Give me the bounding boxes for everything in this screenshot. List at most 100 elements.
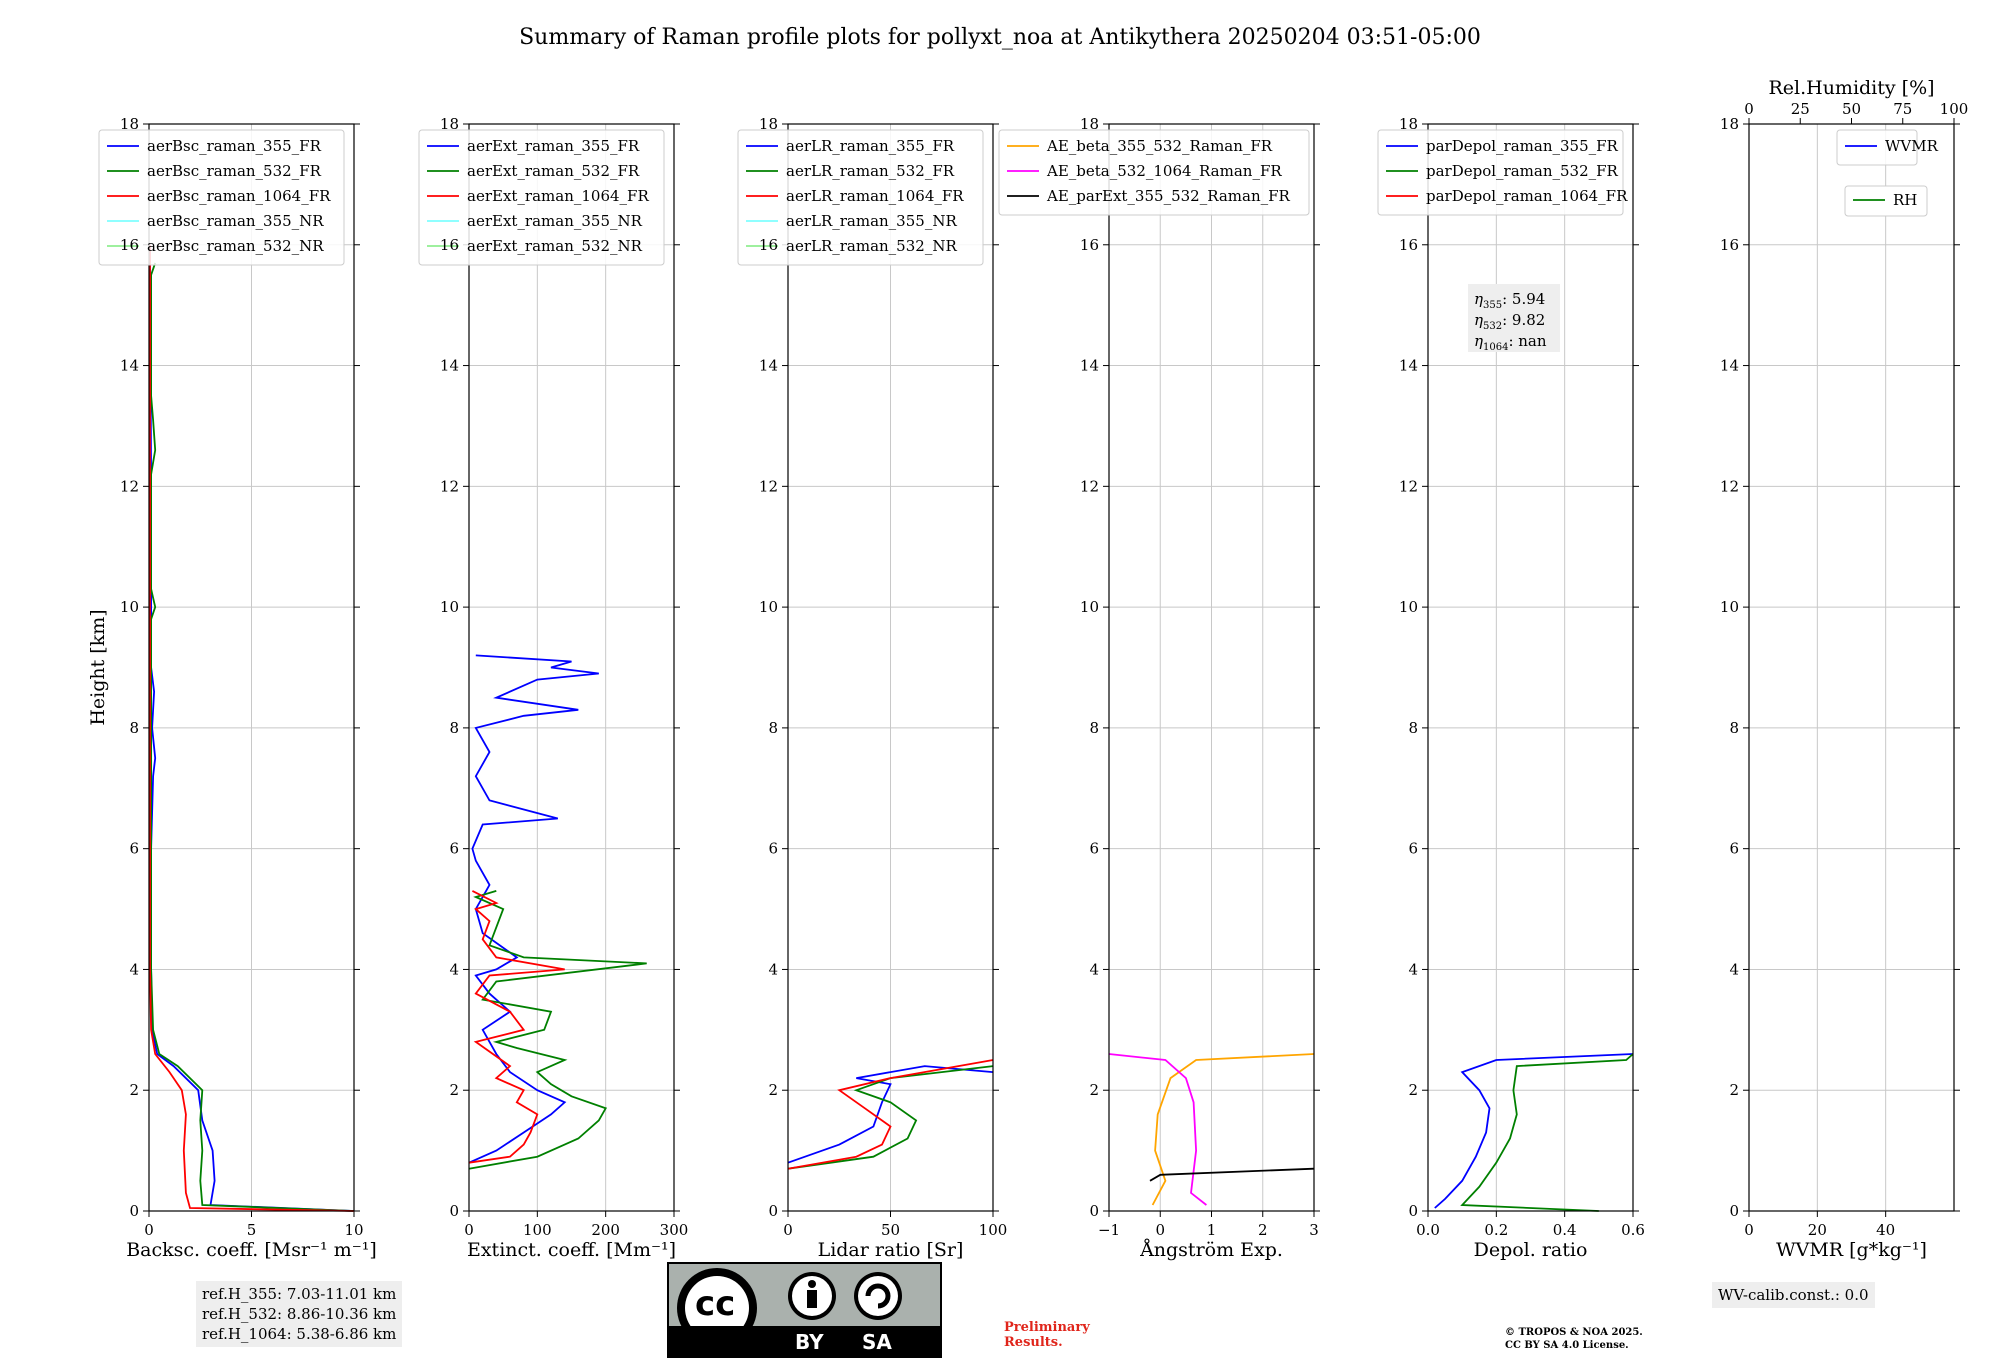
top-x-tick-label: 0 bbox=[1744, 100, 1754, 118]
y-tick-label: 8 bbox=[1408, 719, 1418, 737]
series-aerBsc_raman_1064_FR bbox=[149, 244, 355, 1212]
y-tick-label: 4 bbox=[129, 960, 139, 978]
y-tick-label: 6 bbox=[1729, 840, 1739, 858]
y-tick-label: 12 bbox=[1080, 477, 1099, 495]
y-tick-label: 2 bbox=[1408, 1081, 1418, 1099]
cc-by-label: BY bbox=[795, 1330, 824, 1354]
y-tick-label: 0 bbox=[129, 1202, 139, 1220]
legend-label: aerLR_raman_532_NR bbox=[786, 237, 957, 255]
y-tick-label: 10 bbox=[1080, 598, 1099, 616]
legend-label: WVMR bbox=[1885, 137, 1939, 155]
x-tick-label: 100 bbox=[523, 1221, 552, 1239]
legend-box bbox=[1377, 129, 1624, 216]
legend-label: aerBsc_raman_355_NR bbox=[147, 212, 324, 230]
panel-frame bbox=[787, 123, 994, 1212]
preliminary-line-1: Preliminary bbox=[1004, 1320, 1090, 1335]
x-tick-label: 3 bbox=[1309, 1221, 1319, 1239]
panel-6 bbox=[1743, 118, 1960, 1217]
legend-box bbox=[418, 129, 665, 266]
y-tick-label: 10 bbox=[1720, 598, 1739, 616]
y-tick-label: 16 bbox=[759, 236, 778, 254]
y-tick-label: 16 bbox=[1720, 236, 1739, 254]
legend-label: aerLR_raman_355_NR bbox=[786, 212, 957, 230]
legend-label: aerExt_raman_355_FR bbox=[467, 137, 640, 155]
legend-box-rh bbox=[1844, 185, 1928, 217]
panel-frame bbox=[468, 123, 675, 1212]
y-tick-label: 14 bbox=[1720, 357, 1739, 375]
y-tick-label: 6 bbox=[1089, 840, 1099, 858]
wv-calib-box: WV-calib.const.: 0.0 bbox=[1712, 1282, 1875, 1308]
cc-sa-label: SA bbox=[862, 1330, 892, 1354]
eta-label-355: η355: 5.94 bbox=[1474, 290, 1545, 311]
panel-5 bbox=[1377, 123, 1639, 1217]
y-tick-label: 12 bbox=[440, 477, 459, 495]
legend-label: aerBsc_raman_532_NR bbox=[147, 237, 324, 255]
ref-height-355: ref.H_355: 7.03-11.01 km bbox=[202, 1285, 397, 1303]
ref-height-1064: ref.H_1064: 5.38-6.86 km bbox=[202, 1325, 397, 1343]
legend-label: aerExt_raman_355_NR bbox=[467, 212, 643, 230]
y-tick-label: 4 bbox=[449, 960, 459, 978]
y-tick-label: 18 bbox=[759, 115, 778, 133]
y-tick-label: 6 bbox=[129, 840, 139, 858]
x-tick-label: 0.4 bbox=[1553, 1221, 1577, 1239]
y-tick-label: 0 bbox=[768, 1202, 778, 1220]
top-x-tick-label: 50 bbox=[1842, 100, 1861, 118]
x-tick-label: 0 bbox=[1155, 1221, 1165, 1239]
x-tick-label: 0 bbox=[783, 1221, 793, 1239]
y-tick-label: 10 bbox=[440, 598, 459, 616]
legend-label: parDepol_raman_355_FR bbox=[1426, 137, 1619, 155]
y-tick-label: 16 bbox=[1080, 236, 1099, 254]
legend-label: aerLR_raman_532_FR bbox=[786, 162, 955, 180]
y-tick-label: 8 bbox=[449, 719, 459, 737]
x-tick-label: 0.6 bbox=[1621, 1221, 1645, 1239]
legend-label: aerExt_raman_532_NR bbox=[467, 237, 643, 255]
x-axis-label: Extinct. coeff. [Mm⁻¹] bbox=[467, 1239, 676, 1261]
y-tick-label: 16 bbox=[120, 236, 139, 254]
series-AE_beta_532_1064_Raman_FR bbox=[1108, 1053, 1207, 1206]
y-tick-label: 4 bbox=[1408, 960, 1418, 978]
legend-label: AE_parExt_355_532_Raman_FR bbox=[1046, 187, 1291, 205]
cc-license-badge: cc BY SA bbox=[667, 1262, 942, 1358]
y-tick-label: 18 bbox=[120, 115, 139, 133]
cc-band bbox=[669, 1326, 940, 1356]
y-tick-label: 12 bbox=[1720, 477, 1739, 495]
copyright-note: © TROPOS & NOA 2025. CC BY SA 4.0 Licens… bbox=[1505, 1326, 1643, 1352]
legend-box bbox=[98, 129, 345, 266]
x-tick-label: 5 bbox=[247, 1221, 257, 1239]
preliminary-note: Preliminary Results. bbox=[1004, 1320, 1090, 1350]
legend-label: parDepol_raman_532_FR bbox=[1426, 162, 1619, 180]
y-tick-label: 12 bbox=[1399, 477, 1418, 495]
x-tick-label: 2 bbox=[1258, 1221, 1268, 1239]
legend-label: aerBsc_raman_1064_FR bbox=[147, 187, 331, 205]
y-tick-label: 8 bbox=[768, 719, 778, 737]
y-tick-label: 16 bbox=[440, 236, 459, 254]
ref-height-532: ref.H_532: 8.86-10.36 km bbox=[202, 1305, 397, 1323]
eta-box bbox=[1468, 284, 1560, 352]
series-aerExt_raman_1064_FR bbox=[468, 890, 565, 1164]
x-tick-label: 0 bbox=[1744, 1221, 1754, 1239]
y-tick-label: 14 bbox=[1080, 357, 1099, 375]
y-tick-label: 14 bbox=[759, 357, 778, 375]
y-tick-label: 8 bbox=[129, 719, 139, 737]
panel-frame bbox=[1748, 123, 1955, 1212]
x-tick-label: 300 bbox=[660, 1221, 689, 1239]
series-AE_beta_355_532_Raman_FR bbox=[1151, 1053, 1315, 1206]
y-axis-label: Height [km] bbox=[87, 609, 109, 725]
series-aerExt_raman_355_FR bbox=[468, 654, 599, 1164]
y-tick-label: 10 bbox=[1399, 598, 1418, 616]
y-tick-label: 6 bbox=[768, 840, 778, 858]
y-tick-label: 8 bbox=[1089, 719, 1099, 737]
copyright-line-2: CC BY SA 4.0 License. bbox=[1505, 1340, 1629, 1351]
x-tick-label: 100 bbox=[979, 1221, 1008, 1239]
panel-3 bbox=[737, 123, 999, 1217]
legend-label: aerBsc_raman_355_FR bbox=[147, 137, 322, 155]
y-tick-label: 0 bbox=[449, 1202, 459, 1220]
panel-frame bbox=[1108, 123, 1315, 1212]
y-tick-label: 18 bbox=[1399, 115, 1418, 133]
x-tick-label: 10 bbox=[344, 1221, 363, 1239]
panel-4 bbox=[998, 123, 1320, 1217]
copyright-line-1: © TROPOS & NOA 2025. bbox=[1505, 1327, 1643, 1338]
y-tick-label: 0 bbox=[1408, 1202, 1418, 1220]
y-tick-label: 10 bbox=[759, 598, 778, 616]
x-tick-label: 0 bbox=[144, 1221, 154, 1239]
